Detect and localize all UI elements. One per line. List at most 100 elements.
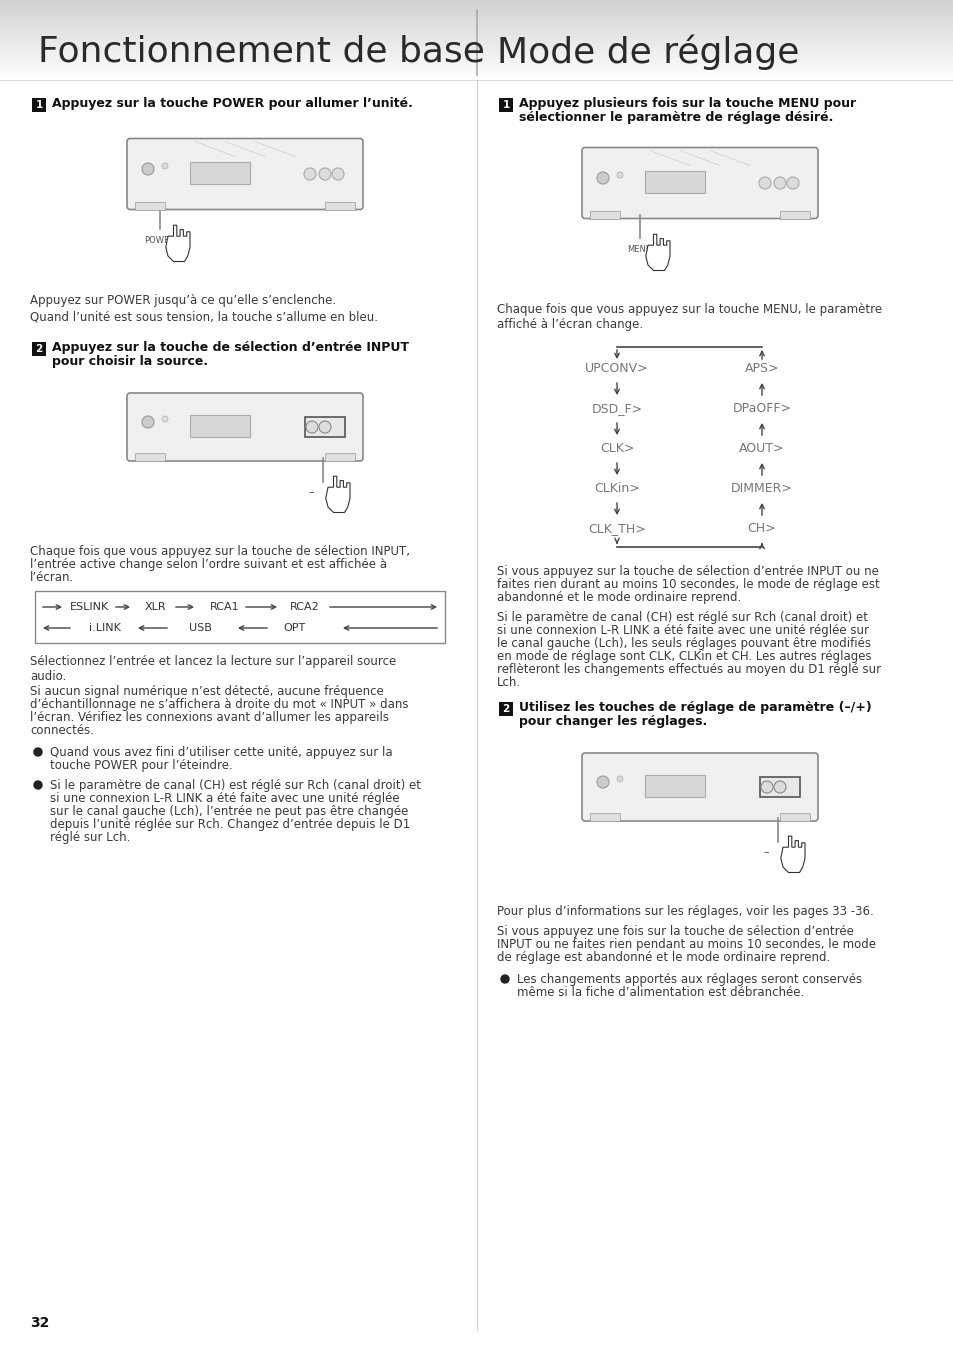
Text: i.LINK: i.LINK: [89, 622, 121, 633]
Bar: [32, 99, 46, 112]
Bar: [644, 171, 704, 193]
Bar: [325, 201, 355, 209]
Bar: [589, 813, 619, 821]
Text: Mode de réglage: Mode de réglage: [497, 34, 799, 70]
Polygon shape: [166, 225, 190, 262]
FancyBboxPatch shape: [127, 393, 363, 460]
Bar: [325, 454, 355, 460]
Bar: [589, 211, 619, 219]
Circle shape: [162, 416, 168, 423]
Text: Appuyez plusieurs fois sur la touche MENU pour: Appuyez plusieurs fois sur la touche MEN…: [518, 97, 855, 109]
Text: DPaOFF>: DPaOFF>: [732, 402, 791, 416]
Text: APS>: APS>: [744, 363, 779, 375]
Circle shape: [759, 177, 770, 189]
Circle shape: [773, 177, 785, 189]
Text: Utilisez les touches de réglage de paramètre (–/+): Utilisez les touches de réglage de param…: [518, 701, 871, 714]
Text: CLK>: CLK>: [599, 443, 634, 455]
Text: INPUT ou ne faites rien pendant au moins 10 secondes, le mode: INPUT ou ne faites rien pendant au moins…: [497, 938, 875, 950]
Text: le canal gauche (Lch), les seuls réglages pouvant être modifiés: le canal gauche (Lch), les seuls réglage…: [497, 637, 870, 649]
Circle shape: [597, 776, 608, 788]
FancyBboxPatch shape: [581, 753, 817, 821]
Text: Appuyez sur POWER jusqu’à ce qu’elle s’enclenche.: Appuyez sur POWER jusqu’à ce qu’elle s’e…: [30, 294, 335, 306]
Text: CLKin>: CLKin>: [594, 482, 639, 495]
Text: Les changements apportés aux réglages seront conservés: Les changements apportés aux réglages se…: [517, 973, 862, 985]
Circle shape: [500, 975, 509, 983]
Text: Si le paramètre de canal (CH) est réglé sur Rch (canal droit) et: Si le paramètre de canal (CH) est réglé …: [497, 612, 867, 624]
Bar: [135, 201, 165, 209]
Text: pour choisir la source.: pour choisir la source.: [52, 355, 208, 369]
Text: l’écran. Vérifiez les connexions avant d’allumer les appareils: l’écran. Vérifiez les connexions avant d…: [30, 711, 389, 724]
Text: OPT: OPT: [284, 622, 306, 633]
Text: MENU: MENU: [627, 244, 652, 254]
Text: Pour plus d’informations sur les réglages, voir les pages 33 -36.: Pour plus d’informations sur les réglage…: [497, 904, 873, 918]
Circle shape: [617, 776, 622, 782]
Text: 1: 1: [35, 100, 43, 109]
Text: l’entrée active change selon l’ordre suivant et est affichée à: l’entrée active change selon l’ordre sui…: [30, 558, 387, 571]
Text: DSD_F>: DSD_F>: [591, 402, 642, 416]
Text: même si la fiche d’alimentation est débranchée.: même si la fiche d’alimentation est débr…: [517, 986, 803, 999]
Circle shape: [773, 782, 785, 792]
Circle shape: [304, 167, 315, 180]
Text: –: –: [762, 846, 768, 857]
Text: si une connexion L-R LINK a été faite avec une unité réglée sur: si une connexion L-R LINK a été faite av…: [497, 624, 868, 637]
Bar: [780, 813, 809, 821]
Bar: [498, 99, 513, 112]
FancyBboxPatch shape: [127, 139, 363, 209]
Text: depuis l’unité réglée sur Rch. Changez d’entrée depuis le D1: depuis l’unité réglée sur Rch. Changez d…: [50, 818, 410, 832]
Text: +: +: [330, 487, 339, 497]
Text: RCA2: RCA2: [290, 602, 319, 612]
Circle shape: [786, 177, 799, 189]
Bar: [190, 162, 250, 184]
Text: touche POWER pour l’éteindre.: touche POWER pour l’éteindre.: [50, 759, 233, 772]
Circle shape: [142, 163, 153, 176]
Circle shape: [760, 782, 772, 792]
Text: Quand l’unité est sous tension, la touche s’allume en bleu.: Quand l’unité est sous tension, la touch…: [30, 310, 377, 324]
Text: Quand vous avez fini d’utiliser cette unité, appuyez sur la: Quand vous avez fini d’utiliser cette un…: [50, 747, 393, 759]
Text: CH>: CH>: [747, 522, 776, 536]
Polygon shape: [326, 477, 350, 513]
Text: reflèteront les changements effectués au moyen du D1 réglé sur: reflèteront les changements effectués au…: [497, 663, 881, 676]
Text: sur le canal gauche (Lch), l’entrée ne peut pas être changée: sur le canal gauche (Lch), l’entrée ne p…: [50, 805, 408, 818]
Circle shape: [34, 782, 42, 788]
Text: POWER: POWER: [144, 236, 175, 244]
Text: Chaque fois que vous appuyez sur la touche MENU, le paramètre
affiché à l’écran : Chaque fois que vous appuyez sur la touc…: [497, 302, 882, 331]
Text: DIMMER>: DIMMER>: [730, 482, 792, 495]
Bar: [35, 591, 444, 643]
Text: 1: 1: [502, 100, 509, 109]
Circle shape: [332, 167, 344, 180]
Text: d’échantillonnage ne s’affichera à droite du mot « INPUT » dans: d’échantillonnage ne s’affichera à droit…: [30, 698, 408, 711]
Text: pour changer les réglages.: pour changer les réglages.: [518, 716, 706, 728]
Text: Si le paramètre de canal (CH) est réglé sur Rch (canal droit) et: Si le paramètre de canal (CH) est réglé …: [50, 779, 420, 792]
Text: +: +: [784, 846, 794, 857]
Text: 2: 2: [35, 344, 43, 354]
Text: faites rien durant au moins 10 secondes, le mode de réglage est: faites rien durant au moins 10 secondes,…: [497, 578, 879, 591]
Text: RCA1: RCA1: [210, 602, 239, 612]
Text: sélectionner le paramètre de réglage désiré.: sélectionner le paramètre de réglage dés…: [518, 111, 833, 124]
Text: connectés.: connectés.: [30, 724, 94, 737]
Text: CLK_TH>: CLK_TH>: [587, 522, 645, 536]
Text: ESLINK: ESLINK: [71, 602, 110, 612]
Text: USB: USB: [189, 622, 212, 633]
Text: Si aucun signal numérique n’est détecté, aucune fréquence: Si aucun signal numérique n’est détecté,…: [30, 684, 383, 698]
Polygon shape: [645, 234, 669, 270]
Circle shape: [306, 421, 317, 433]
Circle shape: [597, 171, 608, 184]
FancyBboxPatch shape: [581, 147, 817, 219]
Text: –: –: [308, 487, 314, 497]
Text: 32: 32: [30, 1316, 50, 1330]
Text: Appuyez sur la touche POWER pour allumer l’unité.: Appuyez sur la touche POWER pour allumer…: [52, 97, 413, 109]
Polygon shape: [780, 836, 804, 872]
Bar: [305, 417, 345, 437]
Text: UPCONV>: UPCONV>: [584, 363, 648, 375]
Text: Lch.: Lch.: [497, 676, 520, 688]
Bar: [644, 775, 704, 796]
Circle shape: [34, 748, 42, 756]
Text: Appuyez sur la touche de sélection d’entrée INPUT: Appuyez sur la touche de sélection d’ent…: [52, 342, 409, 354]
Bar: [780, 211, 809, 219]
Circle shape: [162, 163, 168, 169]
Text: abandonné et le mode ordinaire reprend.: abandonné et le mode ordinaire reprend.: [497, 591, 740, 603]
Bar: [135, 454, 165, 460]
Bar: [760, 778, 800, 796]
Text: AOUT>: AOUT>: [739, 443, 784, 455]
Text: de réglage est abandonné et le mode ordinaire reprend.: de réglage est abandonné et le mode ordi…: [497, 950, 829, 964]
